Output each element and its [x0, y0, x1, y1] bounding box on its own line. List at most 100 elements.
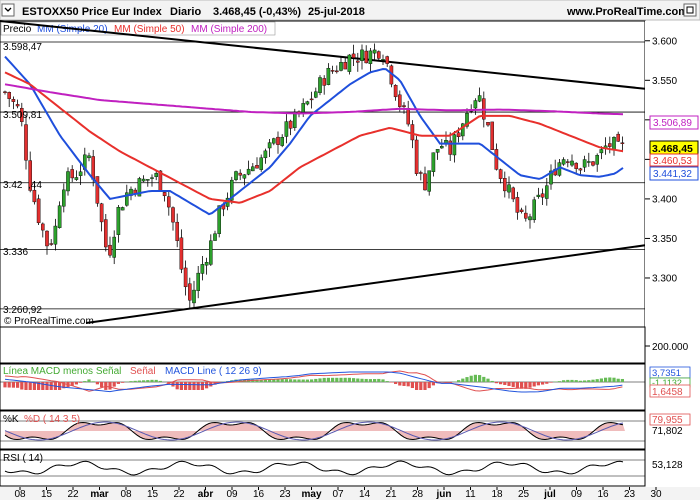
macd-bar	[368, 379, 372, 382]
macd-bar	[184, 382, 188, 390]
candle-body	[141, 178, 146, 182]
stoch-badges: 79,955 71,802	[649, 413, 691, 437]
macd-bar	[377, 378, 381, 382]
candle-body	[145, 179, 150, 181]
candle-body	[330, 70, 335, 72]
candle-body	[288, 120, 293, 129]
candle-body	[477, 95, 482, 102]
macd-bar	[305, 379, 309, 382]
y-tick-label: 3.550	[652, 76, 677, 87]
volume-label: 200.000	[652, 342, 689, 353]
macd-bar	[326, 377, 330, 382]
level-label-1: 3.598,47	[3, 42, 42, 53]
macd-bar	[444, 382, 448, 383]
candle-body	[57, 205, 62, 228]
maximize-icon[interactable]	[683, 3, 697, 17]
candle-body	[53, 225, 58, 245]
macd-bar	[511, 382, 515, 387]
candle-body	[473, 100, 478, 109]
macd-bar	[272, 379, 276, 382]
ma-line-2	[4, 71, 624, 204]
x-tick-label: 21	[385, 489, 397, 500]
macd-bar	[322, 377, 326, 382]
candle-body	[284, 121, 289, 137]
candle-body	[519, 209, 524, 212]
macd-bar	[536, 382, 540, 386]
candle-body	[192, 289, 196, 304]
trendline-1	[0, 20, 646, 90]
macd-bar	[137, 380, 141, 382]
macd-bar	[562, 380, 566, 382]
candle-body	[599, 149, 604, 154]
candle-body	[461, 123, 465, 137]
candle-body	[301, 103, 306, 113]
macd-bar	[373, 379, 377, 382]
macd-bar	[255, 379, 259, 382]
x-tick-label: 18	[491, 489, 503, 500]
legend-ma200: MM (Simple 200)	[191, 24, 267, 35]
candle-body	[448, 140, 453, 155]
candle-body	[7, 92, 11, 99]
candle-body	[322, 78, 327, 86]
macd-bar	[146, 380, 150, 382]
macd-bar	[620, 378, 624, 382]
candle-body	[200, 264, 205, 274]
macd-bar	[301, 379, 305, 382]
candle-body	[103, 219, 108, 248]
macd-bar	[91, 381, 95, 382]
x-tick-label: 07	[332, 489, 344, 500]
macd-bar	[314, 378, 318, 382]
macd-bar	[310, 379, 314, 382]
rsi-panel	[0, 449, 646, 487]
macd-bar	[331, 377, 335, 382]
candle-body	[196, 272, 201, 291]
x-tick-label: mar	[90, 489, 108, 500]
ma20-badge: 3.441,32	[649, 166, 699, 181]
candle-body	[32, 189, 37, 203]
x-tick-label: 11	[465, 489, 476, 500]
candle-body	[255, 165, 259, 169]
macd-bar	[591, 379, 595, 382]
candle-body	[267, 142, 272, 149]
macd-signal-line	[4, 370, 623, 392]
macd-bar	[3, 382, 7, 388]
macd-bar	[490, 380, 494, 382]
candle-body	[242, 174, 247, 179]
candle-body	[561, 159, 566, 165]
collapse-icon[interactable]	[1, 3, 15, 17]
candle-body	[309, 98, 314, 101]
macd-bar	[457, 380, 461, 382]
candle-body	[595, 155, 599, 165]
macd-bar	[62, 382, 66, 389]
candle-body	[326, 67, 331, 85]
legend: Precio MM (Simple 20) MM (Simple 50) MM …	[0, 21, 276, 36]
x-tick-label: 16	[253, 489, 265, 500]
x-tick-label: jun	[436, 489, 452, 500]
macd-bar	[70, 382, 74, 386]
candle-body	[66, 171, 70, 192]
macd-bar	[520, 382, 524, 389]
macd-bar	[318, 378, 322, 382]
level-label-2: 3.509,81	[3, 110, 42, 121]
macd-bar	[11, 382, 15, 388]
svg-text:3.460,53: 3.460,53	[653, 156, 692, 167]
macd-bar	[83, 381, 87, 382]
candle-body	[187, 283, 192, 301]
rsi-value: 53,128	[652, 460, 683, 471]
candle-body	[402, 105, 406, 107]
macd-bar	[394, 382, 398, 385]
macd-bar	[461, 378, 465, 382]
candle-body	[440, 146, 444, 149]
x-tick-label: 08	[14, 489, 26, 500]
macd-bar	[419, 382, 423, 390]
candle-body	[120, 207, 125, 211]
macd-bar	[100, 382, 104, 388]
macd-bar	[116, 382, 120, 384]
candle-body	[28, 160, 33, 191]
macd-bar	[179, 382, 183, 390]
svg-text:-1,1132: -1,1132	[652, 378, 682, 388]
candle-body	[582, 159, 587, 168]
period-label: Diario	[170, 6, 201, 18]
candle-body	[427, 170, 432, 192]
